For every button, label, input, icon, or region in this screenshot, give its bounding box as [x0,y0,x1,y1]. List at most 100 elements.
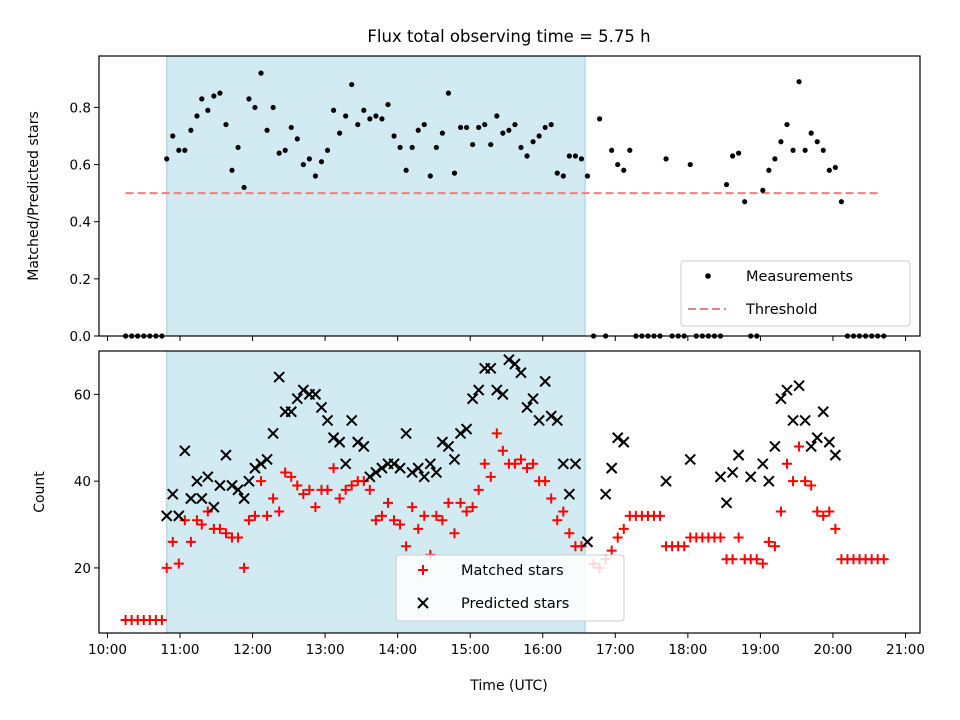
data-point [794,441,805,452]
data-point [208,501,220,513]
data-point [751,554,762,565]
data-point [473,484,484,495]
data-point [391,133,397,139]
data-point [395,519,406,530]
y-tick-label: 20 [74,561,91,577]
data-point [460,423,473,435]
data-point [437,515,448,526]
data-point [249,510,260,521]
data-point [262,510,273,521]
data-point [618,436,630,448]
chart-title: Flux total observing time = 5.75 h [367,27,650,46]
data-point [663,156,669,162]
data-point [232,484,244,496]
data-point [343,113,349,119]
data-point [439,130,445,136]
data-point [503,353,515,366]
y-tick-label: 0.4 [70,215,91,231]
data-point [491,428,502,439]
data-point [294,136,300,142]
data-point [364,471,376,483]
data-point [621,167,627,173]
data-point [419,510,430,521]
data-point [274,506,285,517]
data-point [605,462,618,474]
data-point [723,181,730,188]
data-point [220,528,231,539]
data-point [196,519,207,530]
legend-box [395,554,625,622]
data-point [394,462,406,474]
bottom-y-axis-label: Count [32,471,48,513]
data-point [832,164,838,171]
data-point [732,449,745,461]
data-point [772,156,778,162]
data-point [536,133,542,139]
data-point [352,436,364,448]
data-point [805,440,817,453]
series-measurements [123,70,887,339]
data-point [745,471,757,483]
data-point [409,144,415,151]
series-predicted-stars [161,353,842,548]
data-point [829,449,842,461]
data-point [551,414,563,427]
data-point [430,466,443,479]
data-point [684,453,696,466]
data-point [233,532,244,543]
data-point [330,107,337,113]
data-point [173,558,184,569]
legend-marker [418,565,428,575]
data-point [346,480,357,491]
data-point [820,147,826,153]
data-point [548,121,554,128]
y-tick-label: 0.8 [70,100,91,116]
data-point [400,427,412,440]
data-point [280,467,291,478]
data-point [264,127,270,133]
data-point [258,70,264,76]
data-point [415,127,421,133]
data-point [509,358,521,370]
data-point [788,476,799,487]
data-point [563,488,576,500]
data-point [448,453,461,466]
data-point [327,432,340,444]
data-point [297,384,310,396]
data-point [497,388,509,401]
data-point [433,144,439,151]
data-point [569,458,582,470]
data-point [223,121,229,128]
data-point [599,488,612,500]
data-point [817,406,829,418]
data-point [346,414,358,427]
data-point [609,147,615,153]
data-point [261,453,273,466]
data-point [838,199,845,205]
data-point [292,480,303,491]
data-point [191,475,203,487]
bottom-panel: 10:00 11:00 12:00 13:00 14:00 15:00 16:00 17:00… [74,350,925,658]
data-point [485,362,497,375]
data-point [781,458,792,469]
data-point [161,562,172,573]
data-point [382,497,393,508]
data-point [793,380,805,392]
data-point [775,393,787,405]
data-point [581,536,594,548]
data-point [322,484,333,495]
y-tick-label: 0.6 [70,158,91,174]
data-point [802,147,808,153]
data-point [267,427,279,440]
data-point [276,150,282,156]
data-point [170,133,176,139]
data-point [442,440,455,453]
data-point [202,471,214,483]
data-point [500,130,506,136]
data-point [796,79,802,85]
data-point [310,502,321,513]
data-point [328,463,339,474]
data-point [211,93,217,99]
data-point [530,139,536,145]
data-point [542,124,548,131]
